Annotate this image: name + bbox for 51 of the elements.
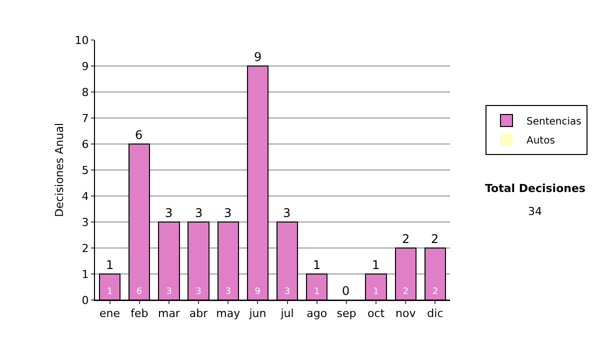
x-tick-label: sep (336, 307, 356, 320)
total-label: 2 (402, 232, 410, 246)
y-tick-label: 7 (82, 112, 89, 125)
total-label: 1 (372, 258, 380, 272)
y-tick-label: 10 (74, 34, 89, 47)
total-label: 3 (165, 206, 173, 220)
y-tick-label: 2 (82, 242, 89, 255)
total-label: 3 (195, 206, 203, 220)
data-label: 2 (402, 287, 408, 297)
data-label: 1 (106, 287, 113, 297)
x-tick-label: ago (306, 307, 328, 320)
x-tick-label: may (216, 307, 241, 320)
x-tick-label: mar (158, 307, 180, 320)
y-axis-title: Decisiones Anual (53, 122, 66, 218)
data-label: 3 (196, 287, 202, 297)
data-label: 3 (225, 287, 231, 297)
x-tick-label: feb (130, 307, 148, 320)
x-tick-label: ene (100, 307, 120, 320)
x-tick-label: jun (248, 307, 266, 320)
x-tick-label: oct (367, 307, 386, 320)
data-label: 9 (254, 287, 261, 297)
y-tick-label: 4 (82, 190, 89, 203)
legend-label: Sentencias (526, 116, 582, 128)
y-tick-label: 1 (82, 268, 89, 281)
x-tick-label: nov (396, 307, 416, 320)
x-tick-label: abr (189, 307, 208, 320)
y-tick-label: 3 (82, 216, 89, 229)
y-tick-label: 8 (82, 86, 89, 99)
legend-label: Autos (526, 135, 555, 146)
data-label: 3 (284, 287, 290, 297)
data-label: 1 (373, 287, 379, 297)
text: Total Decisiones (485, 182, 586, 195)
data-label: 3 (166, 287, 172, 297)
x-tick-label: dic (427, 307, 444, 320)
y-tick-label: 6 (82, 138, 89, 151)
total-label: 9 (254, 50, 262, 64)
data-label: 1 (314, 287, 320, 297)
data-label: 2 (432, 287, 438, 297)
total-label: 1 (106, 258, 114, 272)
y-tick-label: 9 (82, 60, 89, 73)
data-label: 6 (136, 287, 142, 297)
y-tick-label: 0 (82, 294, 89, 307)
y-tick-label: 5 (82, 164, 89, 177)
text: 34 (528, 205, 542, 218)
total-label: 1 (313, 258, 321, 272)
x-tick-label: jul (280, 307, 294, 320)
total-label: 3 (283, 206, 291, 220)
total-label: 3 (224, 206, 232, 220)
total-label: 6 (135, 128, 143, 142)
total-label: 0 (342, 284, 350, 298)
total-label: 2 (431, 232, 439, 246)
